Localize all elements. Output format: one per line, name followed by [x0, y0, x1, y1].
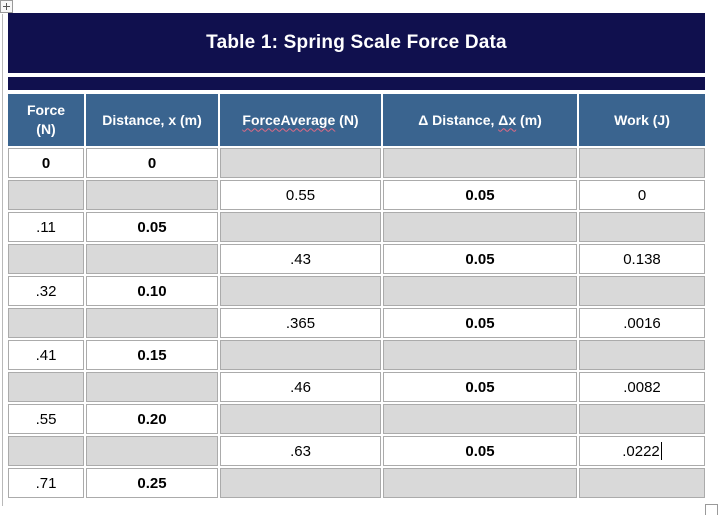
cell-force[interactable]: .32 [8, 276, 84, 306]
cell-work[interactable]: .0222 [579, 436, 705, 466]
table-row: .41 0.15 [8, 340, 705, 370]
cell-delta-distance[interactable]: 0.05 [383, 436, 577, 466]
cell-delta-distance[interactable]: 0.05 [383, 372, 577, 402]
header-distance[interactable]: Distance, x (m) [86, 94, 218, 146]
cell-force-average[interactable]: .63 [220, 436, 381, 466]
misspelled-word: ForceAverage [242, 111, 336, 128]
cell-distance[interactable] [86, 180, 218, 210]
header-delta-prefix: Δ Distance, [418, 111, 499, 128]
table-resize-handle-icon[interactable] [705, 504, 718, 515]
cell-work[interactable]: .0082 [579, 372, 705, 402]
cell-work[interactable] [579, 212, 705, 242]
cell-delta-distance[interactable]: 0.05 [383, 308, 577, 338]
table-row: .43 0.05 0.138 [8, 244, 705, 274]
cell-force[interactable] [8, 180, 84, 210]
cell-force-average[interactable] [220, 148, 381, 178]
cell-force-average[interactable]: .43 [220, 244, 381, 274]
cell-force-average[interactable] [220, 468, 381, 498]
header-delta-distance-label: Δ Distance, Δx (m) [418, 111, 542, 130]
spring-scale-force-table: Table 1: Spring Scale Force Data Force (… [8, 13, 705, 498]
misspelled-word: Δx [498, 111, 517, 128]
table-row: .32 0.10 [8, 276, 705, 306]
table-row: .11 0.05 [8, 212, 705, 242]
cell-force-average[interactable]: .365 [220, 308, 381, 338]
title-divider [8, 73, 705, 77]
cell-distance[interactable] [86, 372, 218, 402]
cell-force-average[interactable] [220, 212, 381, 242]
header-delta-distance[interactable]: Δ Distance, Δx (m) [383, 94, 577, 146]
cell-delta-distance[interactable]: 0.05 [383, 180, 577, 210]
cell-force-average[interactable] [220, 404, 381, 434]
cell-force-average[interactable]: .46 [220, 372, 381, 402]
cell-distance[interactable] [86, 244, 218, 274]
text-cursor [660, 442, 662, 460]
header-force-average-label: ForceAverage (N) [242, 111, 358, 130]
table-row: .55 0.20 [8, 404, 705, 434]
cell-work[interactable] [579, 340, 705, 370]
cell-distance[interactable] [86, 308, 218, 338]
cell-force[interactable]: .11 [8, 212, 84, 242]
cell-force-average[interactable]: 0.55 [220, 180, 381, 210]
cell-delta-distance[interactable]: 0.05 [383, 244, 577, 274]
table-body: 0 0 0.55 0.05 0 .11 0.05 [8, 148, 705, 498]
header-force-average[interactable]: ForceAverage (N) [220, 94, 381, 146]
cell-distance[interactable]: 0.05 [86, 212, 218, 242]
cell-work[interactable] [579, 148, 705, 178]
move-cross-icon [6, 3, 7, 10]
header-divider [8, 90, 705, 94]
table-row: .46 0.05 .0082 [8, 372, 705, 402]
cell-work-value: .0222 [622, 442, 660, 460]
cell-force-average[interactable] [220, 276, 381, 306]
cell-force[interactable]: 0 [8, 148, 84, 178]
cell-force[interactable]: .55 [8, 404, 84, 434]
header-force-line1: Force [26, 102, 66, 119]
table-row: .365 0.05 .0016 [8, 308, 705, 338]
table-title[interactable]: Table 1: Spring Scale Force Data [8, 13, 705, 73]
table-row: .71 0.25 [8, 468, 705, 498]
cell-delta-distance[interactable] [383, 148, 577, 178]
header-work-label: Work (J) [614, 111, 670, 128]
cell-force[interactable]: .41 [8, 340, 84, 370]
cell-distance[interactable]: 0.15 [86, 340, 218, 370]
cell-delta-distance[interactable] [383, 212, 577, 242]
table-row: .63 0.05 .0222 [8, 436, 705, 466]
table-row: 0 0 [8, 148, 705, 178]
table-row: 0.55 0.05 0 [8, 180, 705, 210]
cell-distance[interactable]: 0.20 [86, 404, 218, 434]
header-delta-unit: (m) [516, 111, 542, 128]
cell-delta-distance[interactable] [383, 468, 577, 498]
cell-work[interactable] [579, 468, 705, 498]
header-force-average-unit: (N) [335, 111, 359, 128]
cell-delta-distance[interactable] [383, 404, 577, 434]
cell-distance[interactable]: 0.10 [86, 276, 218, 306]
header-force[interactable]: Force (N) [8, 94, 84, 146]
cell-work[interactable] [579, 404, 705, 434]
cell-force[interactable] [8, 308, 84, 338]
cell-force[interactable] [8, 372, 84, 402]
cell-force[interactable] [8, 436, 84, 466]
cell-distance[interactable]: 0.25 [86, 468, 218, 498]
cell-work[interactable] [579, 276, 705, 306]
header-work[interactable]: Work (J) [579, 94, 705, 146]
cell-work[interactable]: 0.138 [579, 244, 705, 274]
navy-spacer-row[interactable] [8, 77, 705, 90]
cell-delta-distance[interactable] [383, 340, 577, 370]
text-boundary-line [2, 14, 3, 506]
cell-delta-distance[interactable] [383, 276, 577, 306]
header-force-line2: (N) [36, 121, 56, 137]
cell-distance[interactable] [86, 436, 218, 466]
table-move-handle-icon[interactable] [0, 0, 13, 13]
cell-force[interactable] [8, 244, 84, 274]
table-header-row: Force (N) Distance, x (m) ForceAverage (… [8, 94, 705, 146]
cell-work[interactable]: 0 [579, 180, 705, 210]
header-distance-label: Distance, x (m) [102, 111, 202, 128]
cell-distance[interactable]: 0 [86, 148, 218, 178]
cell-force-average[interactable] [220, 340, 381, 370]
cell-work[interactable]: .0016 [579, 308, 705, 338]
cell-force[interactable]: .71 [8, 468, 84, 498]
